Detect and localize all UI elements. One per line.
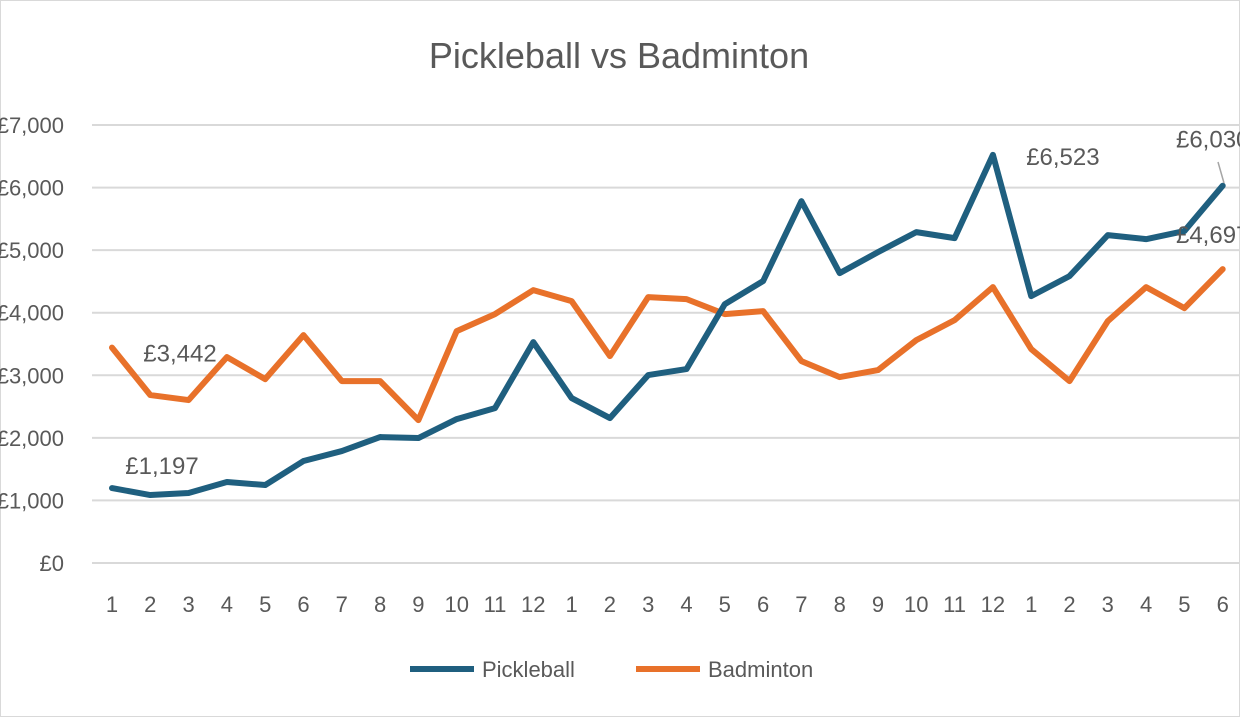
x-tick-label: 2 (604, 592, 616, 617)
x-tick-label: 1 (106, 592, 118, 617)
x-tick-label: 5 (259, 592, 271, 617)
chart-title: Pickleball vs Badminton (429, 35, 809, 76)
data-label: £4,697 (1176, 222, 1240, 249)
x-tick-label: 12 (521, 592, 545, 617)
x-tick-label: 9 (412, 592, 424, 617)
data-label: £3,442 (143, 341, 216, 368)
y-tick-label: £1,000 (0, 488, 64, 513)
x-tick-label: 4 (1140, 592, 1152, 617)
y-tick-label: £0 (40, 551, 64, 576)
x-tick-label: 5 (1178, 592, 1190, 617)
data-label: £6,523 (1026, 144, 1099, 171)
data-label: £6,030 (1176, 127, 1240, 154)
x-tick-label: 3 (642, 592, 654, 617)
x-tick-label: 8 (374, 592, 386, 617)
x-tick-label: 10 (444, 592, 468, 617)
y-tick-label: £5,000 (0, 238, 64, 263)
x-tick-label: 8 (834, 592, 846, 617)
x-tick-label: 6 (297, 592, 309, 617)
x-tick-label: 6 (1217, 592, 1229, 617)
y-tick-label: £2,000 (0, 426, 64, 451)
x-tick-label: 1 (1025, 592, 1037, 617)
y-tick-label: £4,000 (0, 301, 64, 326)
x-tick-label: 3 (182, 592, 194, 617)
x-tick-label: 12 (981, 592, 1005, 617)
legend-label-badminton: Badminton (708, 657, 813, 682)
x-tick-label: 2 (1063, 592, 1075, 617)
x-tick-label: 4 (680, 592, 692, 617)
y-tick-label: £7,000 (0, 113, 64, 138)
x-tick-label: 1 (565, 592, 577, 617)
leader-line (1217, 161, 1225, 184)
x-tick-label: 10 (904, 592, 928, 617)
x-tick-label: 11 (943, 592, 966, 617)
y-tick-label: £3,000 (0, 363, 64, 388)
x-tick-label: 9 (872, 592, 884, 617)
x-tick-label: 3 (1102, 592, 1114, 617)
x-tick-label: 4 (221, 592, 233, 617)
y-tick-label: £6,000 (0, 176, 64, 201)
x-tick-label: 5 (719, 592, 731, 617)
x-tick-label: 11 (484, 592, 507, 617)
x-tick-label: 6 (757, 592, 769, 617)
data-label: £1,197 (125, 453, 198, 480)
x-tick-label: 7 (795, 592, 807, 617)
legend-label-pickleball: Pickleball (482, 657, 575, 682)
series-line-pickleball (109, 151, 1226, 499)
series-line-badminton (109, 266, 1226, 424)
x-tick-label: 2 (144, 592, 156, 617)
x-tick-label: 7 (336, 592, 348, 617)
